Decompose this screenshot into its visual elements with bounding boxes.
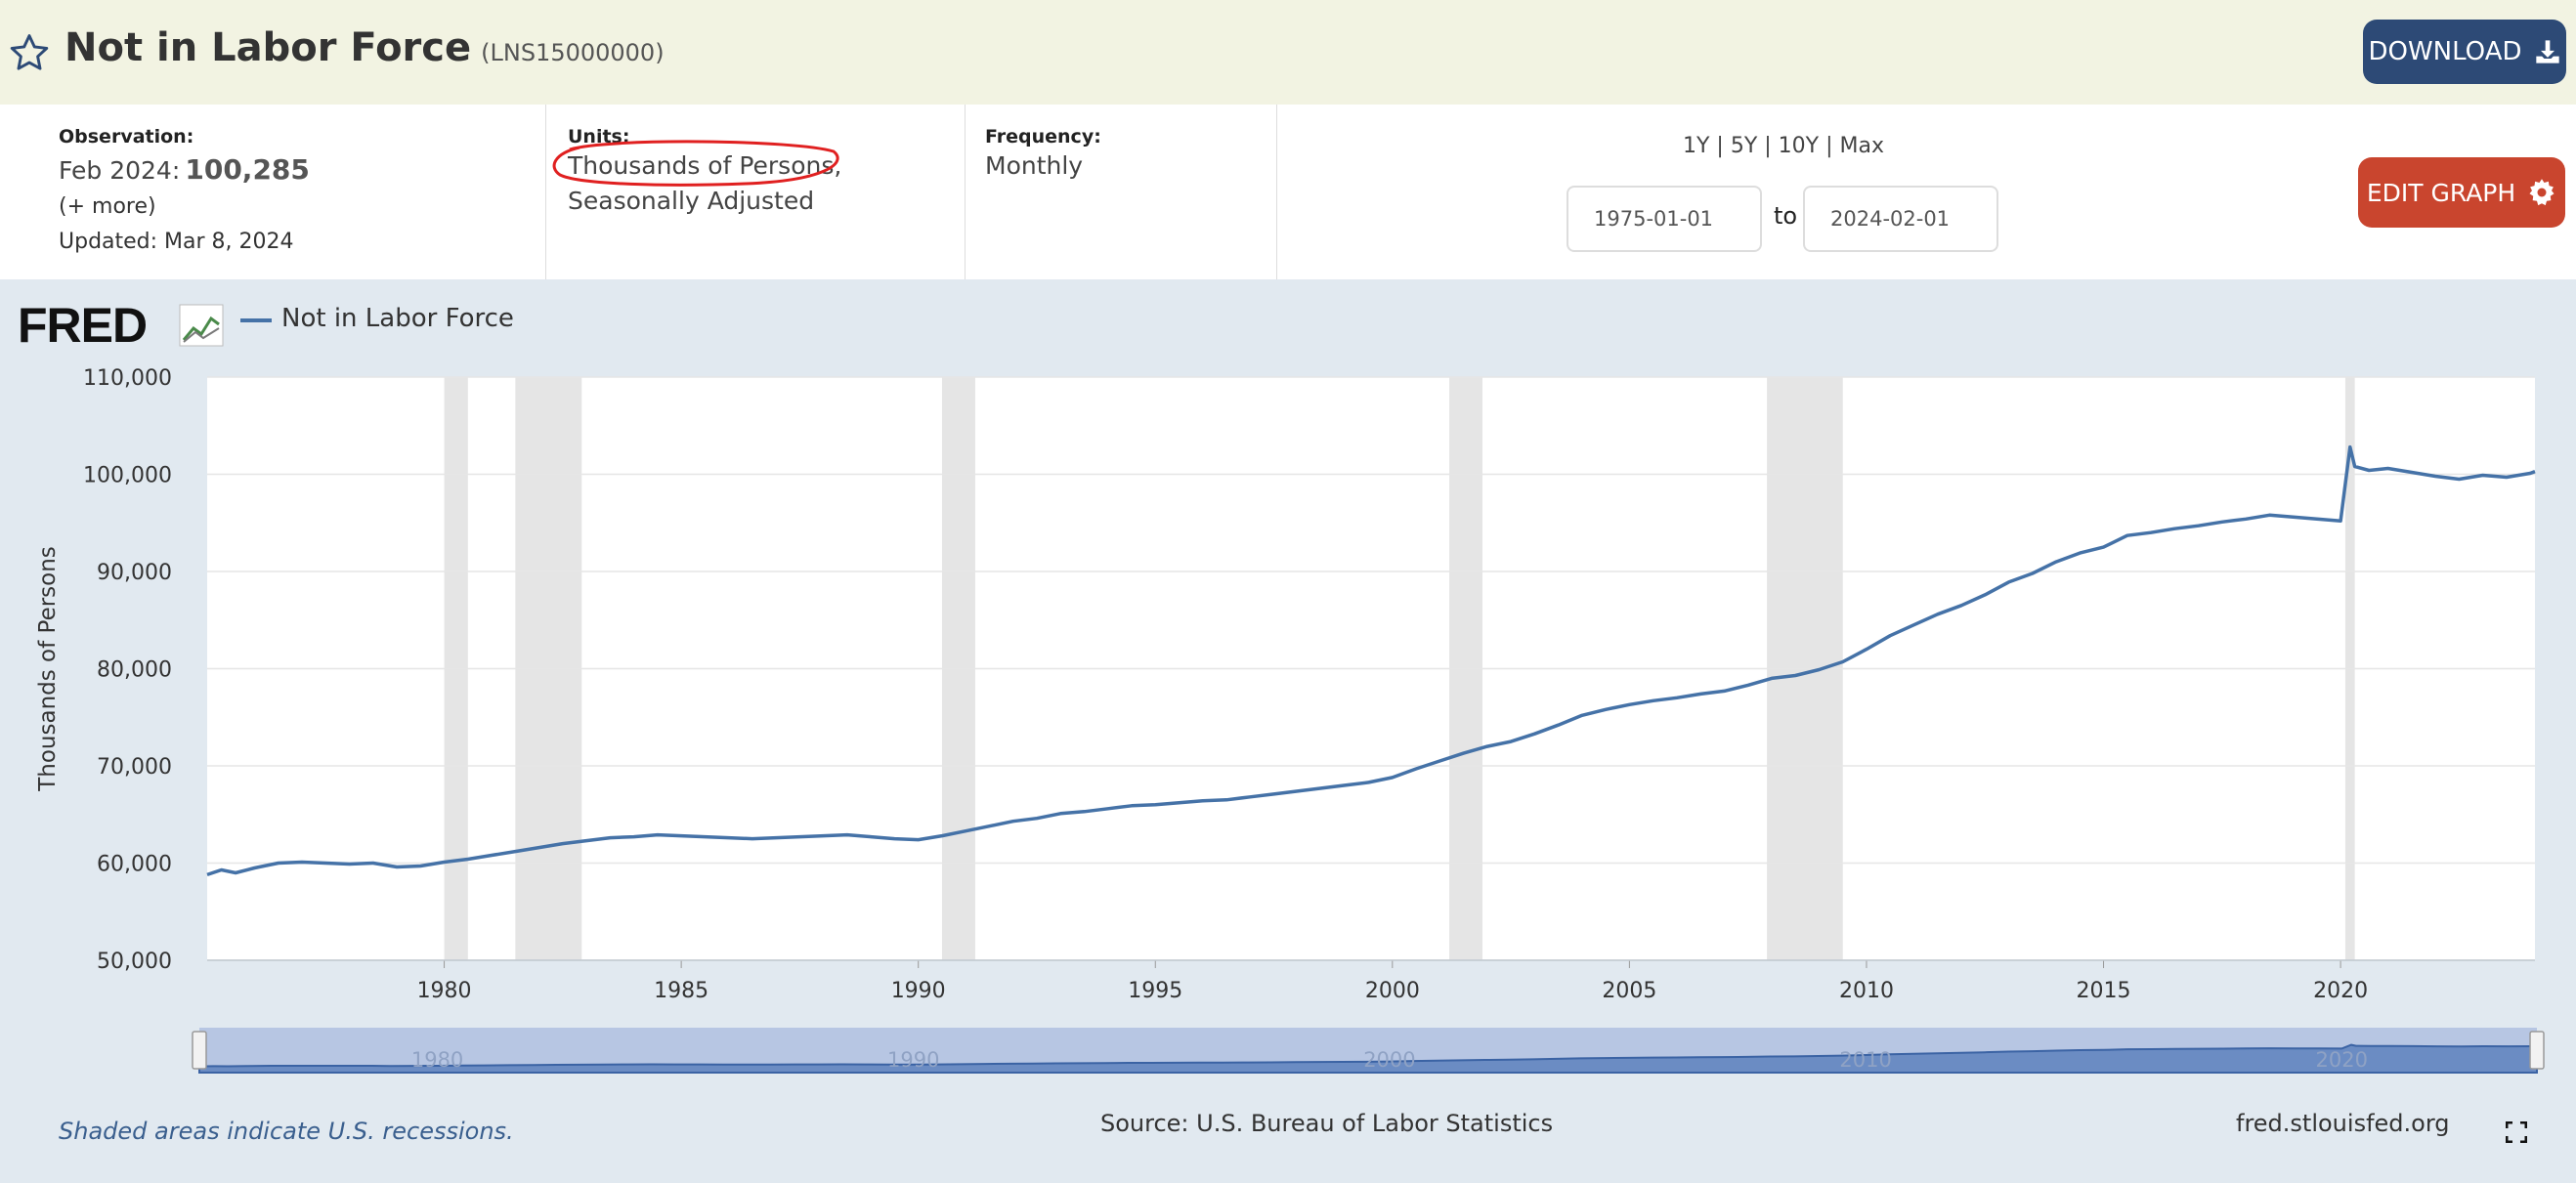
updated-date: Updated: Mar 8, 2024	[59, 230, 294, 254]
svg-text:FRED: FRED	[18, 298, 147, 352]
observation-value: 100,285	[185, 153, 310, 186]
star-icon[interactable]	[8, 31, 51, 74]
x-tick-label: 2010	[1839, 979, 1894, 1003]
x-tick-label: 2000	[1365, 979, 1420, 1003]
navigator-handle[interactable]	[2529, 1031, 2545, 1070]
y-tick-label: 50,000	[97, 950, 172, 974]
legend-label[interactable]: Not in Labor Force	[281, 304, 514, 333]
chart-area: FRED Not in Labor Force 50,000 60,000 70,0…	[0, 279, 2576, 1183]
fullscreen-icon[interactable]	[2506, 1121, 2527, 1143]
y-tick-label: 110,000	[83, 366, 172, 391]
source-note: Source: U.S. Bureau of Labor Statistics	[1100, 1110, 1554, 1137]
units-panel: Units: Thousands of Persons, Seasonally …	[545, 105, 966, 279]
y-tick-label: 80,000	[97, 658, 172, 683]
x-tick-label: 1980	[417, 979, 472, 1003]
series-id: (LNS15000000)	[481, 39, 665, 66]
series-info-bar: Observation: Feb 2024: 100,285 (+ more) …	[0, 105, 2576, 279]
download-icon	[2535, 40, 2559, 63]
range-links[interactable]: 1Y | 5Y | 10Y | Max	[1683, 134, 1884, 158]
to-label: to	[1774, 202, 1798, 230]
y-tick-label: 100,000	[83, 464, 172, 488]
y-axis-label: Thousands of Persons	[35, 546, 61, 792]
x-tick-label: 1985	[654, 979, 708, 1003]
recession-note: Shaded areas indicate U.S. recessions.	[59, 1118, 514, 1145]
series-title: Not in Labor Force	[64, 25, 472, 70]
edit-graph-button[interactable]: EDIT GRAPH	[2358, 157, 2565, 228]
y-tick-label: 60,000	[97, 853, 172, 877]
fred-logo: FRED	[18, 298, 224, 352]
start-date-input[interactable]: 1975-01-01	[1567, 186, 1762, 252]
legend-swatch	[240, 318, 272, 322]
units-line2: Seasonally Adjusted	[568, 187, 815, 215]
frequency-label: Frequency:	[985, 126, 1101, 148]
frequency-value: Monthly	[985, 151, 1084, 180]
y-tick-label: 70,000	[97, 755, 172, 780]
red-annotation-circle	[552, 140, 839, 187]
download-label: DOWNLOAD	[2368, 37, 2522, 66]
observation-panel: Observation: Feb 2024: 100,285 (+ more) …	[59, 105, 547, 279]
units-label: Units:	[568, 126, 630, 148]
divider	[1276, 105, 1277, 279]
edit-graph-label: EDIT GRAPH	[2366, 178, 2516, 207]
x-tick-label: 1990	[891, 979, 946, 1003]
more-link[interactable]: (+ more)	[59, 194, 156, 219]
observation-label: Observation:	[59, 126, 194, 148]
line-chart[interactable]: 50,000 60,000 70,000 80,000 90,000 100,000 110…	[0, 279, 2576, 1090]
navigator-handle[interactable]	[192, 1031, 207, 1070]
download-button[interactable]: DOWNLOAD	[2363, 20, 2566, 84]
x-tick-label: 1995	[1128, 979, 1182, 1003]
navigator-tick-label: 1980	[411, 1048, 463, 1072]
gear-icon	[2529, 179, 2555, 206]
series-header: Not in Labor Force (LNS15000000) DOWNLOAD	[0, 0, 2576, 105]
x-tick-label: 2020	[2313, 979, 2368, 1003]
navigator-tick-label: 2020	[2316, 1048, 2368, 1072]
navigator-area	[198, 1043, 2538, 1074]
navigator-tick-label: 1990	[887, 1048, 939, 1072]
site-link[interactable]: fred.stlouisfed.org	[2236, 1110, 2450, 1137]
frequency-panel: Frequency: Monthly	[965, 105, 1277, 279]
end-date-input[interactable]: 2024-02-01	[1803, 186, 1998, 252]
observation-date: Feb 2024:	[59, 156, 181, 185]
x-tick-label: 2005	[1602, 979, 1656, 1003]
x-tick-label: 2015	[2077, 979, 2131, 1003]
series-line	[206, 444, 2536, 877]
navigator-tick-label: 2000	[1363, 1048, 1415, 1072]
navigator-tick-label: 2010	[1839, 1048, 1891, 1072]
page-title: Not in Labor Force (LNS15000000)	[64, 25, 665, 70]
y-tick-label: 90,000	[97, 561, 172, 585]
units-line1: Thousands of Persons,	[568, 151, 842, 180]
